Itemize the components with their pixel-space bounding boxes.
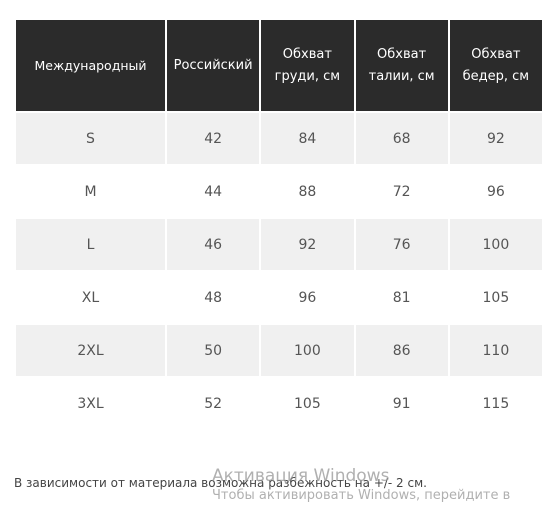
cell-hips: 96 (449, 166, 542, 217)
cell-hips: 100 (449, 219, 542, 270)
cell-russian-size: 44 (167, 166, 260, 217)
column-header-international: Международный (16, 20, 165, 111)
table-row: 3XL 52 105 91 115 (16, 378, 542, 429)
cell-russian-size: 50 (167, 325, 260, 376)
cell-russian-size: 48 (167, 272, 260, 323)
size-chart-table: Международный Российский Обхват груди, с… (14, 18, 544, 431)
table-header-row: Международный Российский Обхват груди, с… (16, 20, 542, 111)
table-row: M 44 88 72 96 (16, 166, 542, 217)
cell-chest: 92 (261, 219, 354, 270)
cell-waist: 91 (355, 378, 448, 429)
cell-russian-size: 46 (167, 219, 260, 270)
cell-waist: 81 (355, 272, 448, 323)
cell-international-size: M (16, 166, 165, 217)
cell-international-size: XL (16, 272, 165, 323)
cell-international-size: S (16, 113, 165, 164)
column-header-chest: Обхват груди, см (261, 20, 354, 111)
table-row: L 46 92 76 100 (16, 219, 542, 270)
cell-international-size: 2XL (16, 325, 165, 376)
cell-chest: 105 (261, 378, 354, 429)
cell-waist: 68 (355, 113, 448, 164)
cell-hips: 115 (449, 378, 542, 429)
cell-waist: 72 (355, 166, 448, 217)
table-row: XL 48 96 81 105 (16, 272, 542, 323)
cell-russian-size: 52 (167, 378, 260, 429)
cell-chest: 96 (261, 272, 354, 323)
cell-hips: 105 (449, 272, 542, 323)
cell-chest: 84 (261, 113, 354, 164)
cell-chest: 100 (261, 325, 354, 376)
cell-hips: 92 (449, 113, 542, 164)
watermark-subtitle: Чтобы активировать Windows, перейдите в (212, 488, 511, 503)
cell-international-size: L (16, 219, 165, 270)
column-header-hips: Обхват бедер, см (449, 20, 542, 111)
cell-waist: 76 (355, 219, 448, 270)
column-header-waist: Обхват талии, см (355, 20, 448, 111)
cell-russian-size: 42 (167, 113, 260, 164)
table-row: S 42 84 68 92 (16, 113, 542, 164)
cell-waist: 86 (355, 325, 448, 376)
tolerance-note: В зависимости от материала возможна разб… (14, 476, 427, 490)
cell-hips: 110 (449, 325, 542, 376)
table-row: 2XL 50 100 86 110 (16, 325, 542, 376)
cell-chest: 88 (261, 166, 354, 217)
column-header-russian: Российский (167, 20, 260, 111)
cell-international-size: 3XL (16, 378, 165, 429)
